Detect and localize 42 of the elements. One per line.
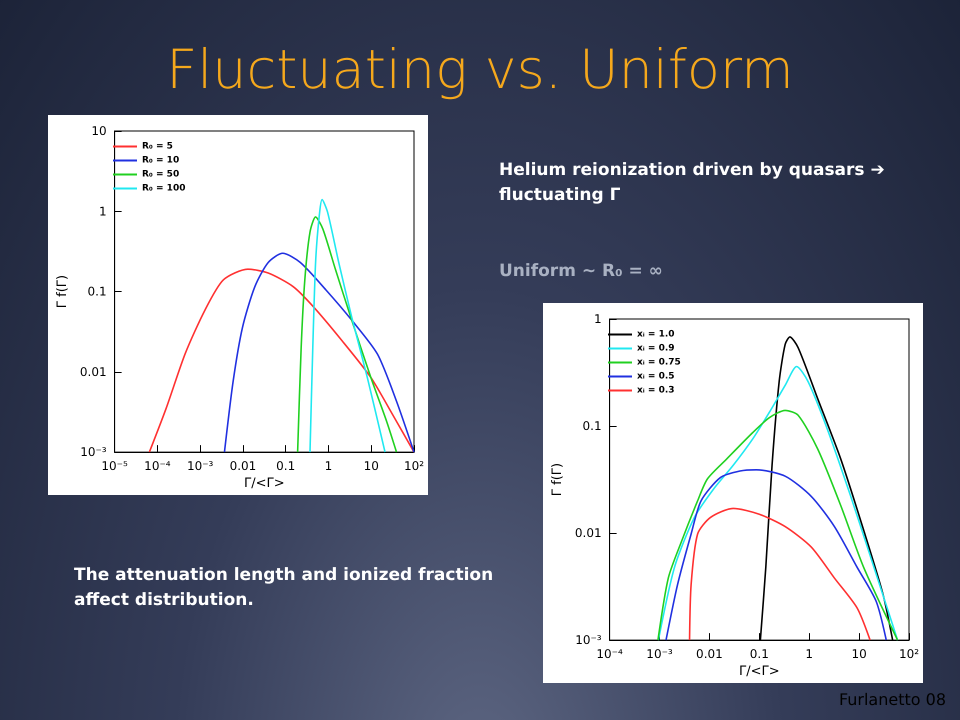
y-tick-label: 0.1: [582, 419, 602, 434]
x-tick-label: 10: [851, 647, 867, 662]
legend-label: xᵢ = 1.0: [637, 330, 675, 340]
y-tick-label: 1: [594, 312, 602, 326]
text: The attenuation length and ionized fraction affect distribution.: [74, 564, 494, 612]
x-tick-label: 0.01: [696, 647, 723, 662]
x-tick-label: 10⁻³: [646, 647, 673, 662]
x-tick-label: 10²: [404, 459, 424, 474]
y-tick-label: 0.01: [80, 364, 107, 379]
legend-label: R₀ = 100: [142, 184, 186, 194]
x-tick-label: 10⁻⁵: [101, 459, 128, 474]
legend-label: R₀ = 50: [142, 170, 180, 180]
x-tick-label: 0.1: [750, 647, 769, 662]
legend-label: xᵢ = 0.3: [637, 386, 675, 396]
legend-label: xᵢ = 0.9: [637, 344, 675, 354]
y-tick-label: 10⁻³: [80, 445, 107, 460]
x-tick-label: 10⁻³: [186, 459, 214, 474]
text: Furlanetto 08: [838, 689, 946, 711]
y-tick-label: 10: [91, 124, 107, 138]
text: Helium reionization driven by quasars ➔ fluctuating Γ: [499, 159, 886, 207]
y-tick-label: 0.01: [574, 526, 602, 540]
y-tick-label: 1: [98, 204, 107, 218]
legend-label: xᵢ = 0.75: [637, 358, 681, 368]
y-tick-label: 0.1: [88, 284, 107, 299]
x-tick-label: 1: [324, 459, 332, 474]
x-axis-title: Γ/<Γ>: [244, 476, 285, 491]
x-tick-label: 0.01: [230, 459, 256, 474]
legend-label: xᵢ = 0.5: [637, 372, 675, 382]
y-axis-title: Γ f(Γ): [55, 274, 70, 308]
legend-label: R₀ = 5: [142, 142, 173, 152]
x-tick-label: 10⁻⁴: [596, 647, 624, 662]
x-tick-label: 1: [805, 647, 814, 662]
x-tick-label: 10: [364, 459, 379, 474]
legend-label: R₀ = 10: [142, 156, 180, 166]
y-axis-title: Γ f(Γ): [550, 462, 565, 496]
text: Fluctuating vs. Uniform: [165, 38, 795, 101]
text: Uniform ~ R₀ = ∞: [499, 260, 664, 283]
x-tick-label: 10²: [898, 647, 920, 662]
x-tick-label: 10⁻⁴: [144, 459, 171, 474]
x-axis-title: Γ/<Γ>: [738, 664, 780, 679]
y-tick-label: 10⁻³: [575, 633, 602, 648]
x-tick-label: 0.1: [276, 459, 296, 474]
